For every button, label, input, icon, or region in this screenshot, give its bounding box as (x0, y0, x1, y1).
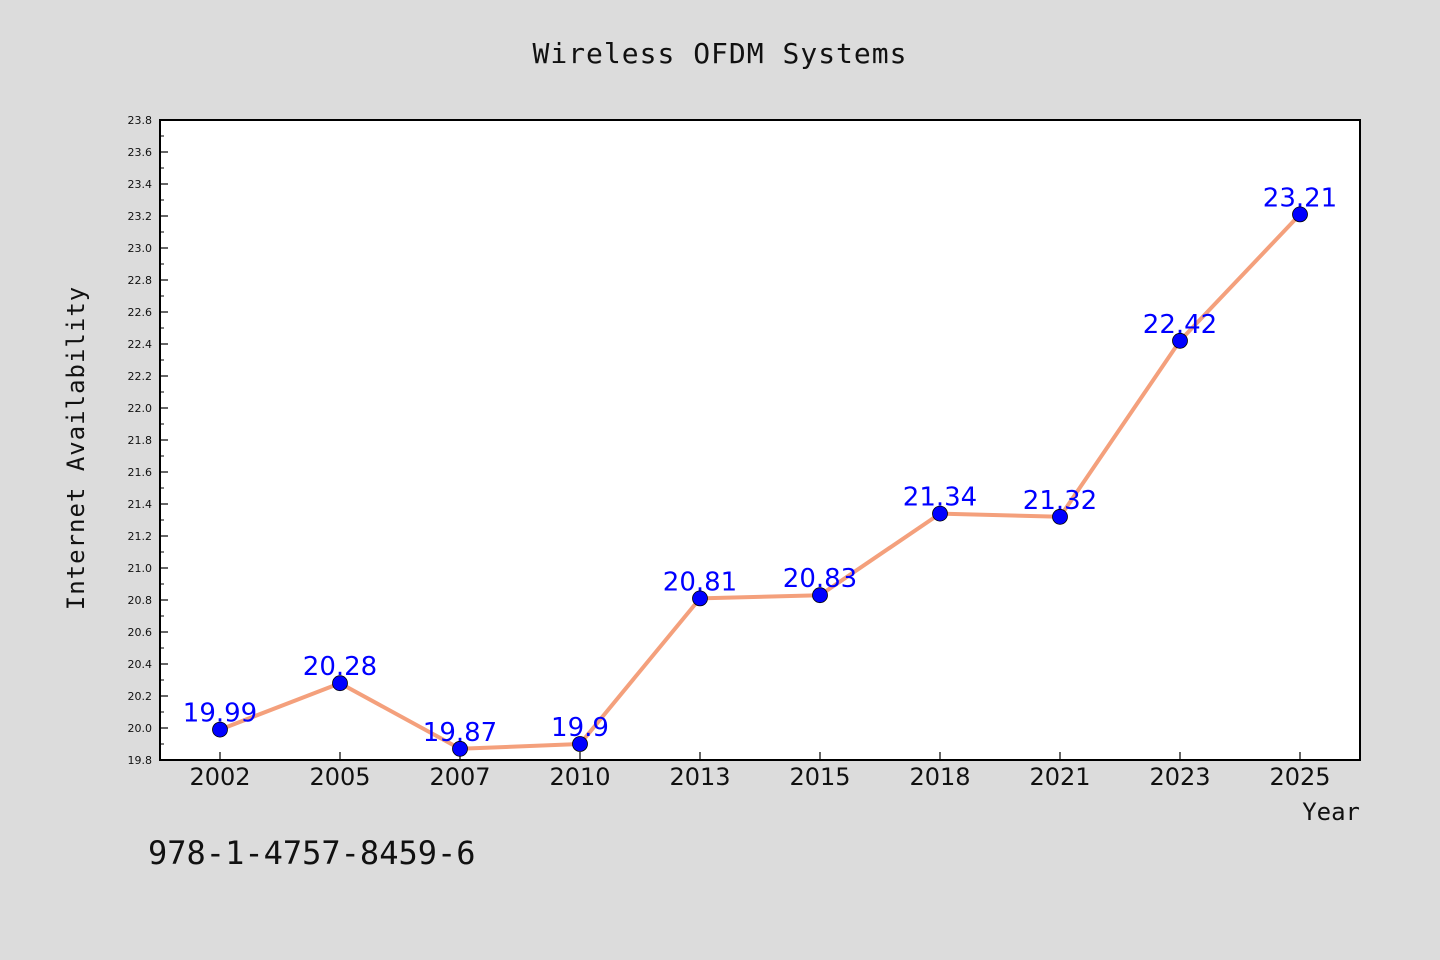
series-line (218, 212, 1302, 751)
y-tick-label: 23.2 (128, 210, 153, 223)
x-tick-label: 2021 (1029, 763, 1090, 791)
data-point (692, 590, 708, 607)
x-tick-label: 2002 (189, 763, 250, 791)
data-label: 19.99 (183, 699, 257, 729)
x-tick-label: 2005 (309, 763, 370, 791)
data-point (332, 675, 348, 692)
data-point (212, 721, 228, 738)
y-tick-label: 23.4 (128, 178, 153, 191)
data-point (812, 587, 828, 604)
y-tick-label: 21.8 (128, 434, 153, 447)
data-label: 20.81 (663, 567, 737, 597)
data-label: 20.28 (303, 652, 377, 682)
data-label: 20.83 (783, 564, 857, 594)
y-tick-label: 21.4 (128, 498, 153, 511)
chart-title: Wireless OFDM Systems (532, 37, 907, 70)
data-label: 22.42 (1143, 310, 1217, 340)
data-label: 21.32 (1023, 486, 1097, 516)
y-tick-label: 23.6 (128, 146, 153, 159)
y-tick-label: 22.2 (128, 370, 153, 383)
data-point (572, 736, 588, 752)
y-tick-label: 20.8 (128, 594, 153, 607)
data-point (932, 505, 948, 522)
y-tick-label: 20.0 (128, 722, 153, 735)
data-label: 23.21 (1263, 183, 1337, 213)
data-label: 19.9 (551, 713, 609, 743)
y-axis-ticks: 19.8 20.0 20.2 20.4 20.6 20.8 21.0 21.2 21.4 21.6… (128, 114, 168, 767)
y-tick-label: 22.6 (128, 306, 153, 319)
x-tick-label: 2015 (789, 763, 850, 791)
x-tick-label: 2023 (1149, 763, 1210, 791)
y-tick-label: 21.0 (128, 562, 153, 575)
x-tick-label: 2013 (669, 763, 730, 791)
y-tick-label: 20.2 (128, 690, 153, 703)
series-layer: 19.99 20.28 19.87 19.9 20.81 20.83 21.34 21.32 2… (183, 183, 1337, 757)
y-tick-label: 20.4 (128, 658, 153, 671)
x-tick-label: 2018 (909, 763, 970, 791)
data-label: 19.87 (423, 718, 497, 748)
data-point (1292, 206, 1308, 223)
x-tick-label: 2010 (549, 763, 610, 791)
y-tick-label: 23.8 (128, 114, 153, 127)
y-tick-label: 22.4 (128, 338, 153, 351)
x-axis-ticks: 2002 2005 2007 2010 2013 2015 2018 2021 2023 2025 (189, 752, 1331, 791)
data-point (452, 740, 468, 757)
y-axis-label: Internet Availability (62, 286, 90, 610)
x-axis-label: Year (1302, 798, 1360, 826)
plot-area (159, 119, 1361, 761)
x-tick-label: 2007 (429, 763, 490, 791)
data-label: 21.34 (903, 483, 977, 513)
data-point (1172, 332, 1188, 349)
y-tick-label: 21.2 (128, 530, 153, 543)
isbn-text: 978-1-4757-8459-6 (148, 834, 476, 872)
x-tick-label: 2025 (1269, 763, 1330, 791)
y-tick-label: 23.0 (128, 242, 153, 255)
data-point (1052, 508, 1068, 525)
y-tick-label: 22.8 (128, 274, 153, 287)
y-tick-label: 20.6 (128, 626, 153, 639)
y-tick-label: 19.8 (128, 754, 153, 767)
y-tick-label: 22.0 (128, 402, 153, 415)
y-tick-label: 21.6 (128, 466, 153, 479)
